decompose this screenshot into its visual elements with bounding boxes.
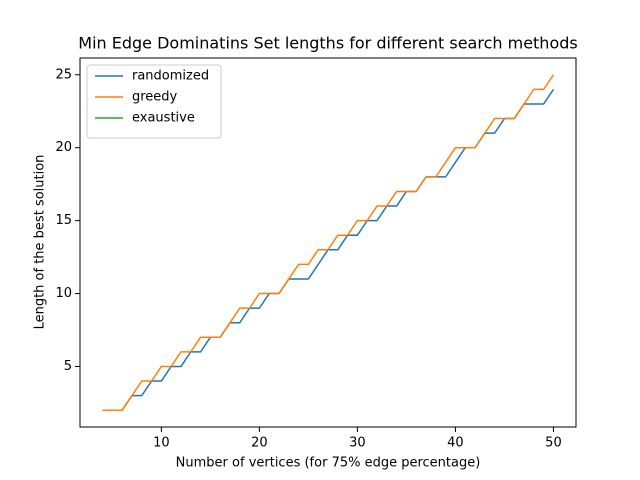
plot-frame (79, 57, 577, 428)
y-tick-label: 10 (55, 286, 72, 301)
x-tick-label: 50 (545, 436, 562, 451)
x-axis-label: Number of vertices (for 75% edge percent… (176, 456, 481, 471)
legend-label: randomized (132, 69, 209, 84)
legend-box (86, 64, 222, 139)
series-line (102, 74, 555, 411)
y-tick-label: 15 (55, 213, 72, 228)
legend-label: greedy (132, 90, 178, 105)
x-tick-label: 20 (251, 436, 268, 451)
y-tick-label: 25 (55, 67, 72, 82)
x-tick-label: 10 (153, 436, 170, 451)
x-tick-label: 30 (349, 436, 366, 451)
y-tick-label: 5 (64, 359, 72, 374)
chart-title: Min Edge Dominatins Set lengths for diff… (78, 34, 577, 53)
x-tick-label: 40 (447, 436, 464, 451)
y-tick-label: 20 (55, 140, 72, 155)
legend-label: exaustive (132, 111, 195, 126)
y-axis-label: Length of the best solution (33, 155, 48, 330)
